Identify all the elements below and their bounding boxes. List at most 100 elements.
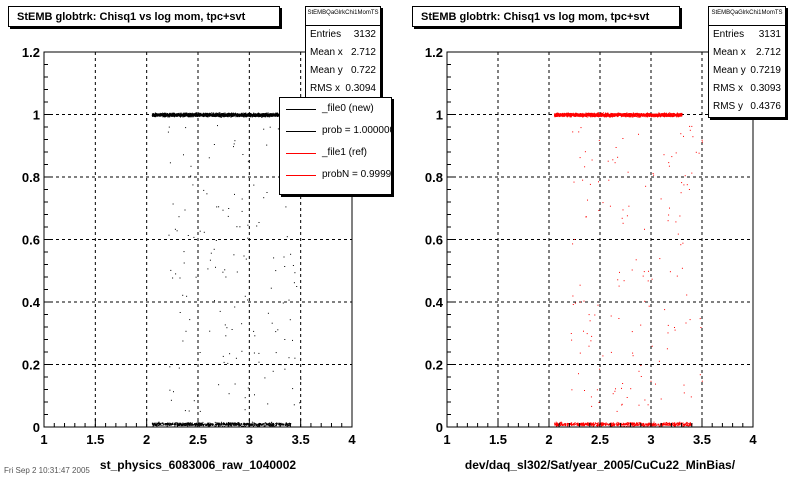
data-point bbox=[181, 423, 183, 425]
data-point bbox=[289, 319, 291, 321]
data-point bbox=[215, 266, 216, 268]
data-point bbox=[267, 115, 268, 117]
data-point bbox=[183, 114, 185, 116]
data-point bbox=[262, 113, 264, 114]
data-point bbox=[219, 112, 221, 114]
data-point bbox=[163, 113, 165, 114]
data-point bbox=[274, 115, 276, 117]
data-point bbox=[217, 422, 219, 424]
data-point bbox=[190, 165, 192, 167]
data-point bbox=[268, 114, 270, 116]
data-point bbox=[242, 423, 244, 425]
data-point bbox=[172, 277, 174, 279]
data-point bbox=[181, 113, 182, 115]
x-axis-title: st_physics_6083006_raw_1040002 bbox=[100, 458, 296, 472]
x-tick-label: 4 bbox=[348, 432, 356, 447]
data-point bbox=[154, 116, 155, 117]
data-point bbox=[226, 424, 228, 426]
data-point bbox=[164, 113, 166, 115]
data-point bbox=[227, 362, 229, 364]
data-point bbox=[221, 115, 223, 117]
data-point bbox=[296, 286, 298, 287]
data-point bbox=[177, 423, 179, 425]
data-point bbox=[205, 113, 207, 115]
data-point bbox=[247, 237, 249, 239]
data-point bbox=[276, 422, 278, 424]
data-point bbox=[628, 115, 630, 117]
data-point bbox=[267, 403, 269, 405]
data-point bbox=[195, 113, 197, 115]
data-point bbox=[219, 116, 221, 118]
data-point bbox=[573, 115, 575, 117]
data-point bbox=[172, 113, 174, 114]
data-point bbox=[300, 378, 302, 380]
data-point bbox=[262, 115, 264, 117]
data-point bbox=[220, 424, 222, 425]
data-point bbox=[277, 423, 279, 425]
data-point bbox=[286, 236, 288, 238]
data-point bbox=[288, 425, 290, 426]
data-point bbox=[178, 114, 180, 116]
data-point bbox=[587, 115, 589, 116]
data-point bbox=[153, 113, 155, 115]
data-point bbox=[277, 113, 279, 115]
data-point bbox=[233, 113, 235, 115]
data-point bbox=[159, 422, 161, 424]
data-point bbox=[272, 370, 274, 372]
data-point bbox=[166, 115, 168, 116]
data-point bbox=[564, 114, 566, 116]
data-point bbox=[265, 422, 267, 424]
data-point bbox=[269, 126, 271, 128]
data-point bbox=[167, 116, 169, 118]
data-point bbox=[237, 115, 239, 117]
data-point bbox=[259, 115, 261, 117]
data-point bbox=[204, 115, 206, 117]
data-point bbox=[220, 114, 222, 116]
data-point bbox=[159, 423, 161, 425]
data-point bbox=[258, 116, 260, 117]
data-point bbox=[605, 116, 607, 118]
data-point bbox=[231, 425, 233, 427]
data-point bbox=[231, 113, 233, 115]
data-point bbox=[167, 114, 169, 116]
data-point bbox=[190, 113, 192, 115]
data-point bbox=[647, 112, 648, 114]
data-point bbox=[256, 115, 258, 117]
data-point bbox=[193, 424, 194, 426]
data-point bbox=[610, 113, 612, 115]
data-point bbox=[236, 423, 238, 424]
data-point bbox=[271, 422, 272, 424]
data-point bbox=[218, 206, 220, 208]
data-point bbox=[154, 424, 156, 426]
data-point bbox=[164, 116, 166, 118]
data-point bbox=[267, 424, 269, 426]
data-point bbox=[251, 116, 253, 118]
data-point bbox=[263, 115, 265, 117]
data-point bbox=[168, 234, 170, 236]
data-point bbox=[206, 301, 208, 303]
data-point bbox=[284, 266, 286, 267]
data-point bbox=[168, 126, 170, 128]
data-point bbox=[222, 424, 224, 426]
data-point bbox=[226, 113, 228, 115]
x-tick-label: 3.5 bbox=[292, 432, 310, 447]
data-point bbox=[217, 112, 219, 114]
data-point bbox=[183, 262, 185, 264]
data-point bbox=[205, 114, 207, 116]
data-point bbox=[265, 113, 267, 115]
data-point bbox=[170, 399, 172, 401]
data-point bbox=[272, 425, 274, 427]
data-point bbox=[182, 112, 184, 114]
data-point bbox=[557, 112, 559, 114]
data-point bbox=[572, 112, 574, 114]
data-point bbox=[196, 425, 198, 427]
data-point bbox=[280, 422, 282, 424]
data-point bbox=[637, 114, 639, 116]
data-point bbox=[202, 115, 204, 117]
data-point bbox=[643, 113, 644, 115]
data-point bbox=[559, 115, 560, 117]
data-point bbox=[590, 116, 592, 118]
x-tick-label: 1.5 bbox=[86, 432, 104, 447]
data-point bbox=[248, 114, 250, 116]
data-point bbox=[168, 115, 170, 117]
